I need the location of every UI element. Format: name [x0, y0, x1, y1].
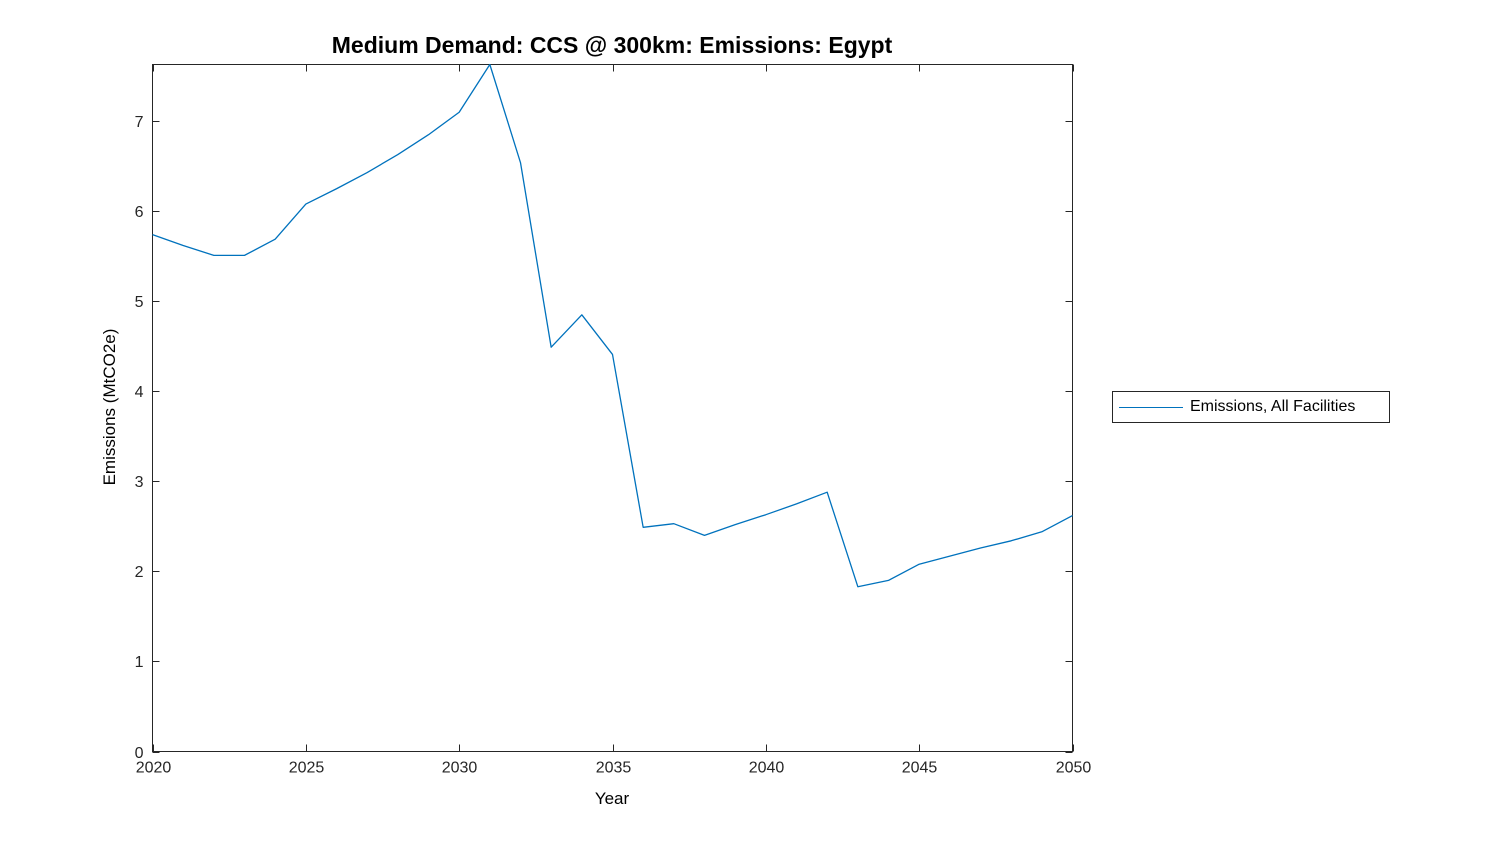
y-tick-label: 3	[135, 474, 144, 491]
y-tick-label: 6	[135, 204, 144, 221]
x-tick-label: 2030	[442, 760, 478, 777]
x-tick-label: 2040	[749, 760, 785, 777]
x-tick-label: 2035	[596, 760, 632, 777]
y-tick-label: 0	[135, 745, 144, 762]
y-axis-label: Emissions (MtCO2e)	[100, 328, 119, 486]
y-tick-label: 1	[135, 654, 144, 671]
x-tick-label: 2045	[902, 760, 938, 777]
x-tick-label: 2025	[289, 760, 325, 777]
y-tick-label: 7	[135, 114, 144, 131]
legend: Emissions, All Facilities	[1112, 391, 1390, 423]
legend-line-sample	[1119, 406, 1183, 408]
series-line	[152, 63, 1073, 588]
x-axis-label: Year	[594, 789, 630, 808]
chart-title: Medium Demand: CCS @ 300km: Emissions: E…	[331, 32, 893, 58]
x-tick-label: 2020	[136, 760, 172, 777]
y-tick-label: 4	[135, 384, 144, 401]
y-tick-label: 2	[135, 564, 144, 581]
legend-label: Emissions, All Facilities	[1190, 398, 1356, 415]
axes-box	[152, 64, 1073, 752]
y-tick-label: 5	[135, 294, 144, 311]
x-tick-label: 2050	[1056, 760, 1092, 777]
